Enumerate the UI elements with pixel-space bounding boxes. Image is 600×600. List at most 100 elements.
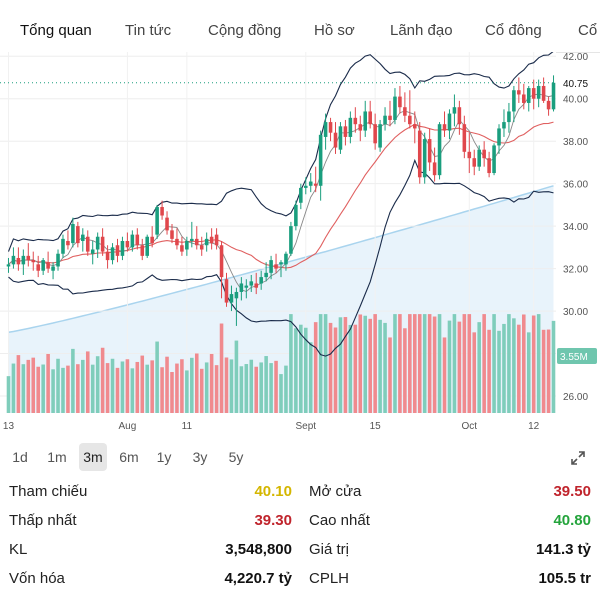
candle-body: [76, 226, 80, 244]
volume-bar: [61, 367, 65, 413]
volume-bar: [472, 332, 477, 413]
tab-leadership[interactable]: Lãnh đạo: [390, 22, 453, 39]
volume-bar: [551, 320, 556, 413]
candle-body: [150, 236, 154, 244]
stat-label-open: Mở cửa: [309, 483, 362, 500]
tab-dividends[interactable]: Cổ t: [578, 22, 600, 39]
candle-body: [363, 111, 368, 131]
candle-body: [398, 96, 402, 108]
candle-body: [289, 226, 293, 254]
candle-body: [31, 260, 36, 263]
volume-bar: [219, 323, 224, 413]
volume-bar: [526, 332, 531, 413]
stat-label-shares-outstanding: CPLH: [309, 570, 350, 587]
candle-body: [51, 266, 55, 271]
candle-body: [323, 122, 328, 137]
candle-body: [180, 245, 184, 252]
range-5y-button[interactable]: 5y: [228, 449, 244, 465]
candle-body: [422, 139, 427, 178]
candle-body: [224, 279, 229, 303]
range-3y-button[interactable]: 3y: [192, 449, 208, 465]
volume-bar: [46, 353, 50, 413]
candle-body: [388, 115, 392, 120]
volume-bar: [76, 364, 80, 413]
volume-bar: [204, 362, 209, 413]
candle-body: [541, 85, 546, 101]
tab-shareholders[interactable]: Cổ đông: [485, 22, 542, 39]
candle-body: [135, 234, 140, 246]
stat-value-value: 141.3 tỷ: [535, 541, 591, 558]
volume-bar: [95, 356, 100, 413]
candle-body: [447, 113, 452, 131]
price-tick-label: 38.00: [563, 137, 588, 148]
candle-body: [526, 88, 531, 103]
candle-body: [313, 183, 318, 186]
volume-bar: [90, 364, 95, 413]
tab-news[interactable]: Tin tức: [125, 22, 172, 39]
volume-bar: [343, 317, 348, 413]
range-1m-button[interactable]: 1m: [47, 449, 67, 465]
candle-body: [85, 236, 90, 252]
candle-body: [546, 100, 551, 110]
candle-body: [333, 132, 338, 148]
volume-bar: [497, 330, 501, 413]
price-chart[interactable]: 42.0040.0038.0036.0034.0032.0030.0028.00…: [0, 52, 600, 437]
candle-body: [477, 149, 481, 167]
candle-body: [457, 107, 462, 125]
range-6m-button[interactable]: 6m: [119, 449, 139, 465]
volume-bar: [81, 359, 85, 413]
candle-body: [522, 94, 526, 103]
tab-profile[interactable]: Hồ sơ: [314, 22, 355, 39]
volume-bar: [214, 365, 219, 413]
volume-bar: [541, 329, 546, 413]
volume-bar: [338, 317, 343, 413]
range-1y-button[interactable]: 1y: [156, 449, 172, 465]
range-3m-button[interactable]: 3m: [79, 443, 107, 471]
candle-body: [46, 262, 50, 269]
volume-bar: [125, 359, 130, 413]
volume-bar: [170, 372, 174, 413]
tab-overview[interactable]: Tổng quan: [20, 22, 92, 39]
volume-bar: [51, 369, 55, 413]
volume-bar: [289, 314, 293, 413]
volume-bar: [140, 355, 145, 413]
candle-body: [16, 257, 21, 265]
volume-bar: [190, 357, 194, 413]
volume-bar: [31, 357, 36, 413]
candle-body: [502, 122, 506, 129]
candle-body: [432, 162, 437, 176]
candle-body: [61, 238, 65, 254]
volume-bar: [437, 314, 442, 413]
volume-label-bg: [557, 348, 597, 364]
tab-community[interactable]: Cộng đồng: [208, 22, 282, 39]
candle-body: [185, 240, 189, 250]
candle-body: [130, 234, 135, 248]
candle-body: [219, 245, 224, 278]
candle-body: [472, 158, 477, 167]
candle-body: [497, 128, 501, 146]
volume-bar: [512, 318, 516, 413]
volume-bar: [398, 314, 402, 413]
volume-bar: [452, 314, 457, 413]
candle-body: [536, 85, 541, 99]
candle-body: [462, 124, 467, 152]
candle-body: [95, 236, 100, 250]
volume-bar: [318, 314, 323, 413]
stat-label-high: Cao nhất: [309, 512, 370, 529]
volume-bar: [417, 314, 422, 413]
candle-body: [145, 236, 149, 256]
candle-body: [41, 260, 45, 271]
volume-bar: [85, 351, 90, 413]
last-price-label: 40.75: [563, 79, 588, 90]
volume-bar: [403, 328, 407, 413]
expand-icon[interactable]: [570, 450, 586, 466]
stat-label-volume: KL: [9, 541, 28, 558]
volume-bar: [333, 327, 338, 413]
candle-body: [259, 277, 263, 284]
range-1d-button[interactable]: 1d: [12, 449, 28, 465]
volume-bar: [522, 314, 526, 413]
stat-label-market-cap: Vốn hóa: [9, 570, 65, 587]
candle-body: [190, 238, 194, 241]
volume-bar: [16, 355, 21, 413]
candle-body: [269, 260, 273, 273]
